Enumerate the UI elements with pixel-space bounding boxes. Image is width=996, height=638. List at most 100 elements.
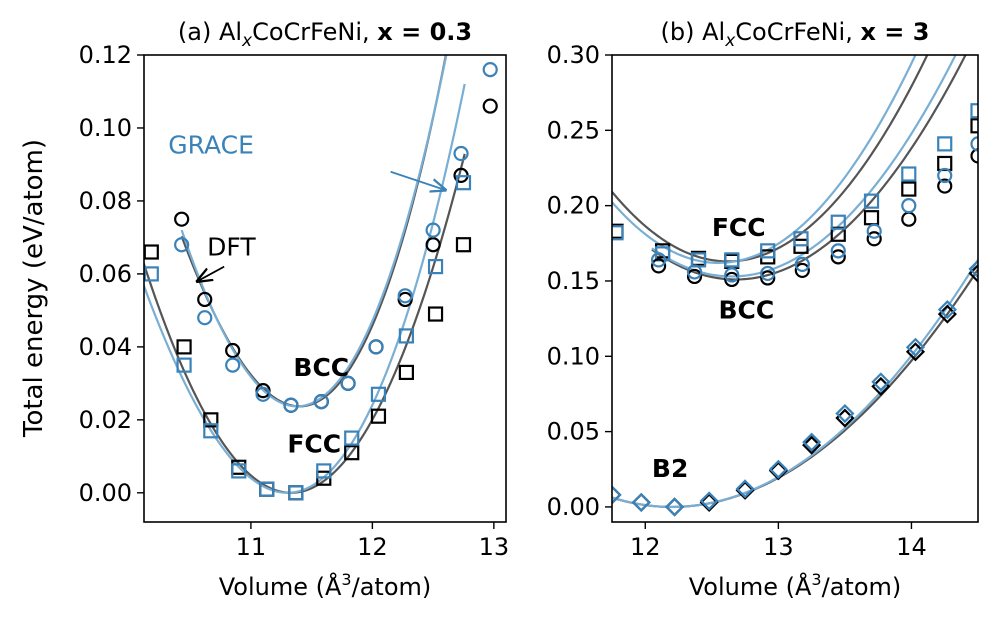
- y-tick-label: 0.04: [79, 333, 132, 361]
- point-dft-bcc: [724, 271, 740, 288]
- point-grace-fcc: [288, 485, 304, 501]
- point-dft-bcc: [197, 291, 213, 308]
- point-dft-fcc: [203, 412, 219, 428]
- point-grace-b2: [968, 259, 978, 279]
- point-grace-fcc: [316, 463, 332, 479]
- point-dft-fcc: [370, 408, 387, 424]
- point-grace-bcc: [397, 288, 413, 304]
- y-tick-label: 0.00: [79, 479, 132, 507]
- point-grace-bcc: [901, 198, 917, 214]
- y-tick-label: 0.20: [547, 192, 600, 220]
- panel-title: (a) AlxCoCrFeNi, x = 0.3: [178, 18, 472, 51]
- y-tick-label: 0.10: [79, 114, 132, 142]
- point-dft-fcc: [863, 210, 880, 226]
- panel-a: 11 12 13 0.00 0.02 0.04 0.06 0.08 0.10 0.12 (a) Al…: [79, 18, 510, 601]
- annotation-fcc: FCC: [712, 213, 766, 242]
- y-tick-label: 0.15: [547, 267, 600, 295]
- point-grace-fcc: [259, 481, 275, 497]
- point-grace-bcc: [937, 167, 953, 184]
- point-dft-bcc: [174, 211, 190, 227]
- point-grace-bcc: [225, 357, 241, 373]
- annotation-fcc: FCC: [287, 430, 341, 459]
- point-dft-bcc: [482, 98, 498, 114]
- fit-curve-dft-bcc-fit: [651, 55, 967, 281]
- point-dft-fcc: [144, 244, 159, 260]
- point-grace-bcc: [368, 339, 384, 355]
- point-grace-fcc: [427, 259, 444, 275]
- x-tick-label: 14: [896, 533, 927, 561]
- point-dft-fcc: [455, 237, 472, 253]
- point-dft-bcc: [901, 211, 917, 227]
- point-dft-fcc: [176, 339, 192, 355]
- panel-b: 12 13 14 0.00 0.05 0.10 0.15 0.20 0.25 0.30 (b) Al…: [547, 18, 979, 601]
- annotation-dft: DFT: [207, 233, 256, 262]
- y-axis-label: Total energy (eV/atom): [19, 139, 49, 438]
- point-grace-fcc: [455, 175, 472, 191]
- point-grace-b2: [905, 337, 926, 357]
- point-dft-bcc: [225, 342, 241, 359]
- markers: [612, 103, 978, 517]
- point-grace-bcc: [650, 252, 667, 268]
- point-grace-bcc: [425, 222, 441, 238]
- point-grace-fcc: [724, 252, 740, 268]
- fit-curve-grace-bcc-fit: [180, 55, 448, 408]
- y-tick-label: 0.25: [547, 116, 600, 144]
- point-grace-bcc: [866, 223, 882, 239]
- axes-frame: [143, 54, 507, 523]
- fit-curves: [144, 55, 466, 494]
- point-grace-fcc: [830, 214, 846, 230]
- point-grace-fcc: [793, 231, 809, 247]
- point-dft-bcc: [866, 231, 882, 247]
- point-grace-fcc: [901, 166, 917, 182]
- point-grace-bcc: [686, 264, 703, 280]
- point-dft-bcc: [794, 262, 810, 279]
- point-grace-bcc: [283, 397, 299, 413]
- axes-frame: [611, 54, 979, 523]
- x-tick-label: 13: [479, 533, 510, 561]
- point-grace-fcc: [937, 136, 953, 152]
- point-grace-bcc: [794, 256, 810, 272]
- point-grace-bcc: [313, 394, 329, 410]
- annotation-b2: B2: [652, 454, 688, 483]
- point-dft-bcc: [425, 237, 441, 253]
- point-grace-fcc: [398, 328, 414, 344]
- annotation-arrow: [390, 170, 446, 190]
- point-grace-bcc: [255, 386, 271, 402]
- fit-curve-grace-bcc-fit: [651, 55, 957, 278]
- x-axis-label: Volume (Å3/atom): [219, 570, 432, 601]
- x-axis-label: Volume (Å3/atom): [689, 570, 902, 601]
- y-tick-label: 0.10: [547, 342, 600, 370]
- x-tick-label: 12: [630, 533, 661, 561]
- point-grace-fcc: [760, 243, 776, 259]
- point-dft-b2: [802, 435, 822, 455]
- point-grace-b2: [631, 492, 651, 512]
- y-tick-label: 0.00: [547, 493, 600, 521]
- point-grace-bcc: [760, 265, 776, 282]
- point-grace-fcc: [863, 193, 880, 209]
- point-dft-bcc: [937, 178, 953, 194]
- point-grace-b2: [768, 459, 788, 479]
- point-grace-bcc: [453, 145, 469, 162]
- point-grace-bcc: [482, 61, 498, 78]
- markers: [144, 61, 498, 501]
- point-grace-b2: [612, 485, 622, 505]
- x-tick-label: 13: [763, 533, 794, 561]
- point-grace-fcc: [203, 423, 219, 439]
- point-grace-fcc: [370, 386, 387, 402]
- annotation-bcc: BCC: [718, 296, 774, 325]
- y-tick-label: 0.06: [79, 260, 132, 288]
- point-grace-bcc: [174, 237, 190, 253]
- point-grace-fcc: [970, 103, 978, 119]
- point-dft-fcc: [344, 445, 360, 461]
- point-dft-bcc: [650, 258, 667, 274]
- point-dft-fcc: [398, 364, 414, 381]
- point-grace-fcc: [176, 357, 192, 373]
- point-dft-bcc: [970, 148, 978, 164]
- point-dft-bcc: [686, 268, 703, 285]
- point-grace-b2: [802, 432, 822, 452]
- point-grace-bcc: [340, 375, 356, 391]
- point-grace-bcc: [830, 243, 846, 259]
- point-grace-bcc: [970, 136, 978, 152]
